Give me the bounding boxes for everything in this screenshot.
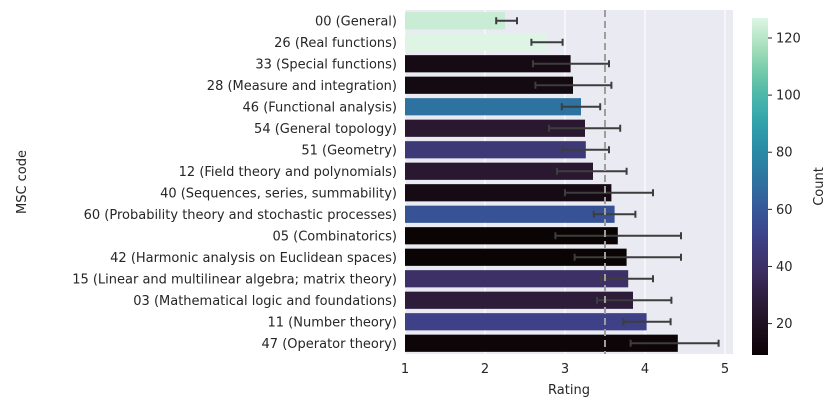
y-tick-label: 60 (Probability theory and stochastic pr… [84,208,397,223]
y-axis-label: MSC code [15,150,30,214]
y-tick-label: 00 (General) [315,14,397,29]
bar [405,313,647,331]
y-tick-label: 54 (General topology) [254,122,397,137]
bar [405,248,627,266]
x-tick-label: 5 [721,362,729,377]
y-tick-label: 26 (Real functions) [274,36,397,51]
bar [405,33,547,51]
colorbar-gradient [752,18,768,355]
bar [405,55,571,73]
colorbar-tick-label: 80 [776,146,793,161]
bar [405,162,593,180]
y-tick-label: 15 (Linear and multilinear algebra; matr… [72,272,397,287]
bar [405,184,612,202]
y-tick-label: 42 (Harmonic analysis on Euclidean space… [110,251,397,266]
bar [405,141,586,159]
bar [405,270,629,288]
bar [405,76,573,94]
colorbar-tick-label: 120 [776,31,801,46]
y-tick-label: 05 (Combinatorics) [272,229,397,244]
bar [405,119,585,137]
bar [405,227,618,245]
y-tick-label: 47 (Operator theory) [262,337,397,352]
y-tick-label: 12 (Field theory and polynomials) [179,165,397,180]
y-tick-label: 03 (Mathematical logic and foundations) [133,294,397,309]
plot-area: 00 (General) 26 (Real functions) 33 (Speci… [72,10,733,377]
bar [405,205,615,223]
colorbar-tick-label: 60 [776,203,793,218]
colorbar-tick-label: 20 [776,317,793,332]
colorbar-label: Count [812,167,827,206]
y-tick-label: 51 (Geometry) [301,143,397,158]
bar [405,291,633,309]
y-tick-label: 40 (Sequences, series, summability) [160,186,397,201]
y-tick-label: 28 (Measure and integration) [207,79,397,94]
colorbar-tick-label: 100 [776,89,801,104]
colorbar-tick-label: 40 [776,260,793,275]
x-axis-label: Rating [548,383,590,398]
count-colorbar: 20 40 60 80 100 120 Count [752,18,827,355]
x-tick-label: 2 [481,362,489,377]
y-tick-label: 33 (Special functions) [255,57,397,72]
y-tick-label: 11 (Number theory) [268,315,398,330]
x-tick-label: 4 [641,362,649,377]
bar [405,12,505,30]
y-tick-label: 46 (Functional analysis) [243,100,397,115]
x-tick-label: 1 [401,362,409,377]
x-tick-label: 3 [561,362,569,377]
bar [405,98,581,116]
bar [405,334,678,352]
